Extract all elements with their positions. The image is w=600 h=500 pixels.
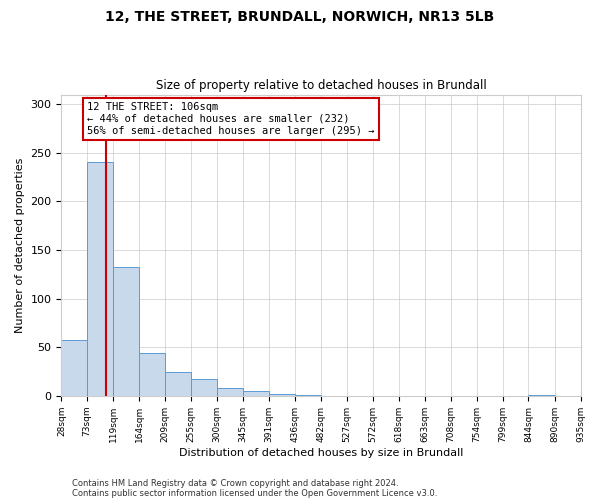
Bar	[243, 391, 269, 396]
Bar	[165, 372, 191, 396]
Bar	[269, 394, 295, 396]
Bar	[113, 266, 139, 396]
Y-axis label: Number of detached properties: Number of detached properties	[15, 158, 25, 333]
Text: Contains HM Land Registry data © Crown copyright and database right 2024.: Contains HM Land Registry data © Crown c…	[72, 478, 398, 488]
Title: Size of property relative to detached houses in Brundall: Size of property relative to detached ho…	[155, 79, 487, 92]
Text: Contains public sector information licensed under the Open Government Licence v3: Contains public sector information licen…	[72, 488, 437, 498]
Bar	[61, 340, 87, 396]
X-axis label: Distribution of detached houses by size in Brundall: Distribution of detached houses by size …	[179, 448, 463, 458]
Text: 12, THE STREET, BRUNDALL, NORWICH, NR13 5LB: 12, THE STREET, BRUNDALL, NORWICH, NR13 …	[106, 10, 494, 24]
Text: 12 THE STREET: 106sqm
← 44% of detached houses are smaller (232)
56% of semi-det: 12 THE STREET: 106sqm ← 44% of detached …	[87, 102, 374, 136]
Bar	[139, 353, 165, 396]
Bar	[217, 388, 243, 396]
Bar	[191, 380, 217, 396]
Bar	[87, 162, 113, 396]
Bar	[529, 395, 555, 396]
Bar	[295, 395, 321, 396]
